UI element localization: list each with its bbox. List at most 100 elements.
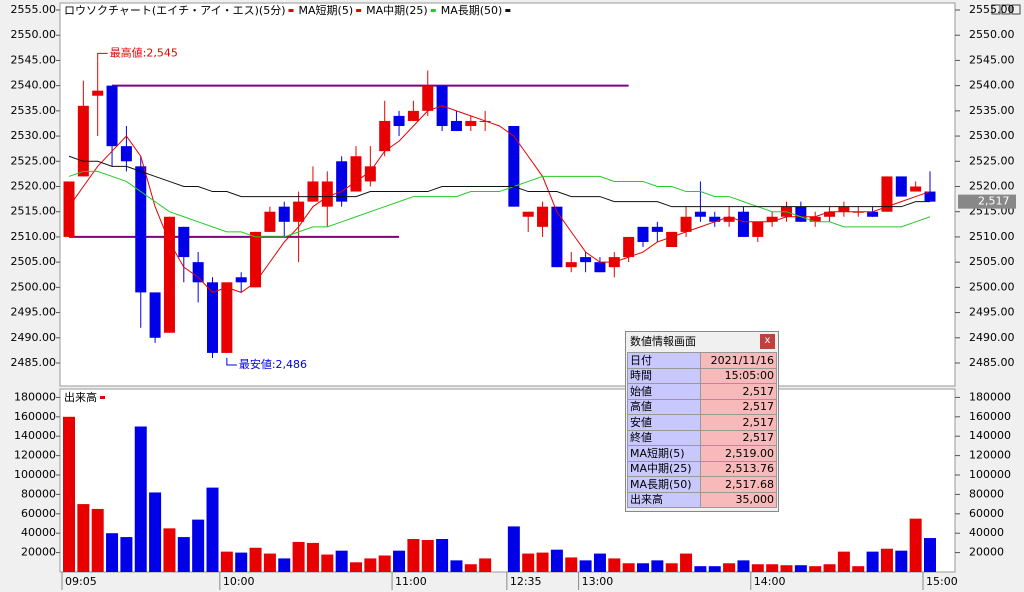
candle-body — [135, 166, 147, 293]
y2-tick-label: 2500.00 — [969, 280, 1015, 293]
info-row: 終値 2,517 — [627, 429, 777, 446]
candle-body — [709, 216, 721, 222]
y2-tick-label: 2525.00 — [969, 154, 1015, 167]
y2-tick-label: 2490.00 — [969, 331, 1015, 344]
x-tick-label: 11:00 — [395, 575, 427, 588]
candle-body — [221, 282, 233, 353]
candle-body — [694, 211, 706, 217]
candle-body — [838, 206, 850, 212]
info-key: 日付 — [627, 352, 701, 369]
x-tick-label: 15:00 — [926, 575, 958, 588]
candle-body — [336, 161, 348, 202]
volume-bar — [924, 538, 936, 572]
candle-body — [867, 211, 879, 217]
volume-bar — [579, 560, 592, 572]
candle-body — [278, 206, 290, 222]
volume-bar — [608, 558, 621, 572]
candle-body — [623, 236, 635, 258]
volume-bar — [837, 551, 850, 572]
y-tick-label: 160000 — [14, 410, 56, 423]
candle-body — [77, 105, 89, 177]
info-key: 安値 — [627, 414, 701, 431]
candle-body — [307, 181, 319, 202]
volume-bar — [593, 553, 606, 572]
volume-bar — [77, 504, 90, 572]
candle-body — [293, 201, 305, 222]
legend-label: MA中期(25) — [366, 4, 428, 17]
info-value: 2,517 — [700, 383, 777, 400]
volume-bar — [249, 547, 262, 572]
info-value: 2021/11/16 — [700, 352, 777, 369]
volume-bar — [823, 564, 836, 572]
y-tick-label: 2535.00 — [11, 104, 57, 117]
volume-bar — [306, 542, 319, 572]
volume-bar — [794, 565, 807, 572]
y2-tick-label: 2510.00 — [969, 230, 1015, 243]
volume-bar — [106, 533, 119, 572]
candle-body — [422, 85, 434, 111]
candle-body — [149, 292, 161, 338]
info-key: 時間 — [627, 367, 701, 384]
y-tick-label: 2550.00 — [11, 28, 57, 41]
volume-bar — [421, 539, 434, 572]
volume-bar — [536, 552, 549, 572]
info-key: 高値 — [627, 398, 701, 415]
candle-body — [737, 211, 749, 237]
volume-bar — [895, 550, 908, 572]
x-tick-label: 14:00 — [754, 575, 786, 588]
info-row: 時間 15:05:00 — [627, 367, 777, 384]
candle-body — [364, 166, 376, 182]
volume-bar — [120, 537, 133, 572]
candle-body — [120, 146, 132, 162]
volume-bar — [335, 550, 348, 572]
y2-tick-label: 20000 — [969, 546, 1004, 559]
candle-body — [508, 125, 520, 207]
volume-bar — [63, 416, 75, 572]
candle-body — [192, 262, 204, 283]
candle-body — [350, 156, 362, 192]
volume-bar — [479, 558, 492, 572]
info-key: 終値 — [627, 429, 701, 446]
y2-tick-label: 2485.00 — [969, 356, 1015, 369]
legend-swatch — [100, 396, 105, 399]
candle-body — [637, 226, 649, 242]
y-tick-label: 40000 — [21, 526, 56, 539]
candle-body — [537, 206, 549, 227]
current-price-box — [958, 194, 1016, 209]
annotation-label: 最安値:2,486 — [239, 357, 307, 371]
candle-body — [465, 120, 477, 126]
candle-body — [106, 85, 118, 147]
legend-swatch — [505, 9, 511, 12]
volume-bar — [235, 552, 248, 572]
y-tick-label: 2485.00 — [11, 356, 57, 369]
info-row: 安値 2,517 — [627, 414, 777, 431]
y2-tick-label: 2550.00 — [969, 28, 1015, 41]
ma-line — [68, 170, 931, 238]
ma-line — [68, 155, 930, 208]
legend-label: 出来高 — [64, 390, 97, 404]
y2-tick-label: 80000 — [969, 487, 1004, 500]
info-key: MA長期(50) — [627, 476, 701, 493]
volume-bar — [651, 560, 664, 572]
y2-tick-label: 60000 — [969, 507, 1004, 520]
candle-body — [651, 226, 663, 232]
y2-tick-label: 2555.00 — [969, 3, 1015, 16]
candle-body — [63, 181, 75, 237]
close-button[interactable]: x — [760, 334, 775, 349]
volume-bar — [464, 564, 477, 572]
volume-bar — [292, 541, 305, 572]
y-tick-label: 20000 — [21, 546, 56, 559]
info-key: MA中期(25) — [627, 460, 701, 477]
volume-bar — [708, 566, 721, 572]
x-tick-label: 09:05 — [65, 575, 97, 588]
ma-line — [68, 105, 931, 293]
info-value: 15:05:00 — [700, 367, 777, 384]
candle-body — [551, 206, 563, 268]
legend-label: MA短期(5) — [299, 3, 354, 17]
volume-bar — [909, 518, 922, 572]
volume-bar — [780, 565, 793, 572]
info-key: MA短期(5) — [627, 445, 701, 462]
annotation-label: 最高値:2,545 — [110, 45, 178, 59]
candle-body — [752, 221, 764, 237]
